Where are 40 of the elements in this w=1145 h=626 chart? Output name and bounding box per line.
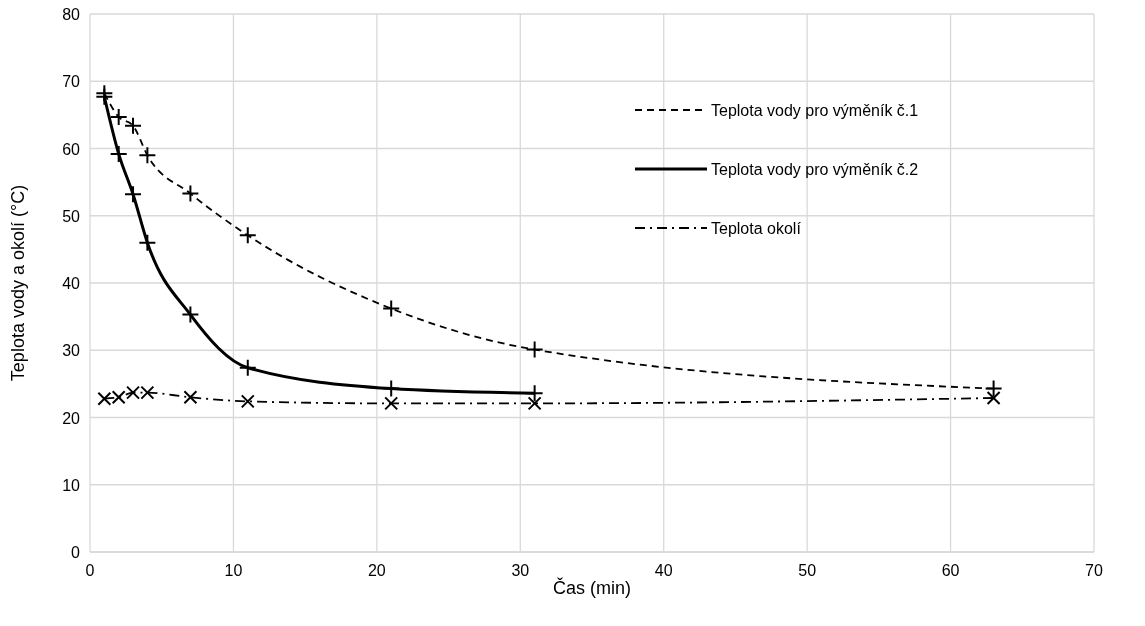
point <box>238 226 257 245</box>
point <box>109 107 128 126</box>
point <box>382 299 401 318</box>
legend-label: Teplota vody pro výměník č.1 <box>711 102 919 119</box>
x-tick-label: 10 <box>224 562 243 579</box>
point <box>384 396 399 411</box>
legend-label: Teplota vody pro výměník č.2 <box>711 161 919 178</box>
point <box>382 379 401 398</box>
point <box>238 358 257 377</box>
legend-label: Teplota okolí <box>711 220 802 237</box>
x-tick-label: 0 <box>85 562 95 579</box>
x-tick-label: 60 <box>941 562 960 579</box>
point <box>124 116 143 135</box>
point <box>138 146 157 165</box>
y-tick-label: 60 <box>62 140 81 158</box>
x-tick-label: 30 <box>511 562 530 579</box>
x-tick-label: 40 <box>654 562 673 579</box>
x-tick-label: 20 <box>367 562 386 579</box>
point <box>124 185 143 204</box>
x-tick-label: 70 <box>1085 562 1103 579</box>
point <box>181 184 200 203</box>
point <box>181 305 200 324</box>
point <box>138 233 157 252</box>
y-tick-label: 20 <box>62 409 81 427</box>
point <box>183 390 198 405</box>
y-tick-label: 80 <box>62 6 81 23</box>
point <box>240 394 255 409</box>
point <box>525 340 544 359</box>
y-axis-title: Teplota vody a okolí (°C) <box>8 184 28 382</box>
y-tick-label: 30 <box>62 342 81 360</box>
point <box>109 144 128 163</box>
y-tick-label: 10 <box>62 476 81 494</box>
point <box>525 384 544 403</box>
x-tick-label: 50 <box>798 562 817 579</box>
y-tick-label: 0 <box>71 544 81 561</box>
y-tick-label: 50 <box>62 207 81 225</box>
x-axis-title: Čas (min) <box>552 577 632 598</box>
y-tick-label: 70 <box>62 73 81 91</box>
point <box>527 396 542 411</box>
y-tick-label: 40 <box>62 275 81 292</box>
